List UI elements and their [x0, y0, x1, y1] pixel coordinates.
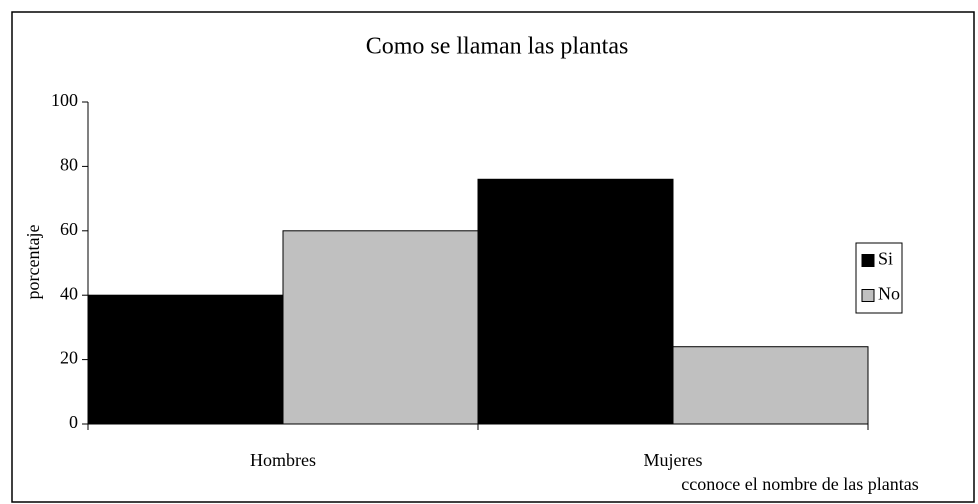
legend-label: Si: [878, 249, 893, 269]
chart-title: Como se llaman las plantas: [366, 34, 629, 60]
bar: [282, 230, 479, 425]
legend-label: No: [878, 284, 900, 304]
y-tick-label: 0: [69, 412, 78, 432]
y-tick-label: 80: [60, 155, 78, 175]
bar: [672, 346, 869, 425]
bar: [87, 294, 284, 425]
x-axis-label: cconoce el nombre de las plantas: [681, 474, 918, 494]
legend-swatch: [861, 254, 875, 267]
y-axis-label: porcentaje: [23, 225, 43, 300]
x-tick-label: Hombres: [250, 450, 316, 470]
y-tick-label: 20: [60, 348, 78, 368]
legend-swatch: [861, 289, 875, 302]
bar: [477, 178, 674, 425]
y-tick-label: 40: [60, 283, 78, 303]
y-tick-label: 100: [51, 90, 78, 110]
x-tick-label: Mujeres: [644, 450, 703, 470]
y-tick-label: 60: [60, 219, 78, 239]
